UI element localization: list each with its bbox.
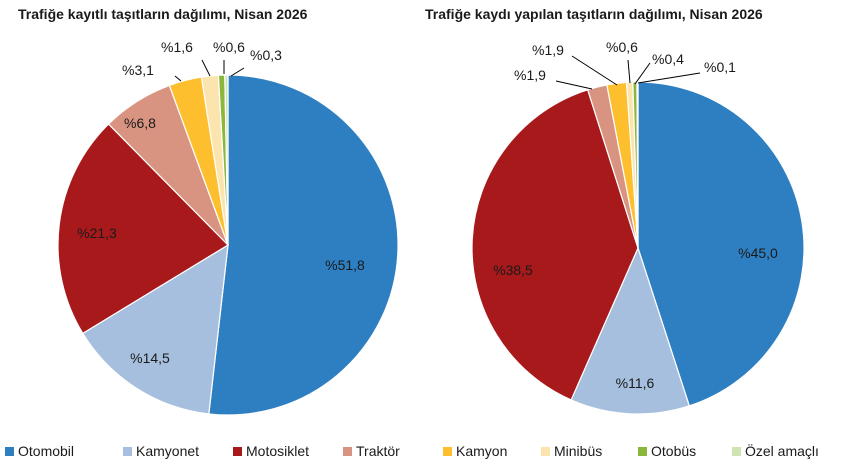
data-label: %21,3 [77,225,117,241]
legend-label: Motosiklet [246,443,310,459]
data-label: %3,1 [122,62,154,78]
legend-swatch [732,446,741,456]
leader-line [555,80,593,90]
left-pie: %51,8 %14,5 %21,3 %6,8 %3,1 %1,6 %0,6 %0,3 [57,39,399,416]
leader-line [634,62,651,85]
legend-item: Otomobil [5,443,74,459]
pie-slice-kamyonet [81,243,229,415]
legend-item: Traktör [343,443,400,459]
right-pie: %45,0 %11,6 %38,5 %1,9 %1,9 %0,6 %0,4 %0,1 [471,39,805,415]
left-chart-title: Trafiğe kayıtlı taşıtların dağılımı, Nis… [18,6,308,22]
data-label: %0,4 [652,51,684,67]
pie-slice-motosiklet [471,89,639,401]
pie-slice-kamyonet [570,246,691,415]
legend-label: Kamyon [456,443,508,459]
data-label: %51,8 [325,257,365,273]
data-label: %0,1 [704,59,736,75]
data-label: %14,5 [130,350,170,366]
legend-label: Minibüs [554,443,603,459]
pie-charts: %51,8 %14,5 %21,3 %6,8 %3,1 %1,6 %0,6 %0,3 %45,0… [57,39,805,416]
legend-swatch [123,446,132,456]
data-label: %1,9 [514,67,546,83]
legend-item: Motosiklet [233,443,309,459]
legend-swatch [343,446,352,456]
leader-line [571,55,618,86]
legend-swatch [638,446,647,456]
data-label: %1,9 [532,42,564,58]
leader-line [201,59,211,77]
leader-line [637,72,701,84]
pie-slice-otomobil [637,81,805,407]
legend-label: Özel amaçlı [745,443,819,459]
legend-label: Kamyonet [136,443,200,459]
pie-slice--zel-ama-l- [224,74,229,246]
leader-line [627,59,631,84]
legend-label: Otomobil [18,443,75,459]
legend-swatch [541,446,550,456]
data-label: %0,6 [606,39,638,55]
leader-line [230,67,245,77]
legend-label: Traktör [356,443,400,459]
chart-legend: Otomobil Kamyonet Motosiklet Traktör Kamyon M… [5,443,850,463]
legend-label: Otobüs [651,443,697,459]
data-label: %0,6 [213,39,245,55]
legend-item: Kamyonet [123,443,199,459]
data-label: %1,6 [161,39,193,55]
leader-line [174,75,182,82]
data-label: %45,0 [738,245,778,261]
data-label: %0,3 [250,47,282,63]
legend-item: Kamyon [443,443,507,459]
legend-swatch [233,446,242,456]
data-label: %11,6 [616,375,655,391]
pie-slice-motosiklet [57,123,229,335]
legend-swatch [443,446,452,456]
legend-item: Otobüs [638,443,696,459]
data-label: %38,5 [493,262,533,278]
legend-item: Özel amaçlı [732,443,819,459]
legend-item: Minibüs [541,443,602,459]
pie-slice-otomobil [208,74,399,416]
data-label: %6,8 [124,115,156,131]
legend-swatch [5,446,14,456]
right-chart-title: Trafiğe kaydı yapılan taşıtların dağılım… [425,6,763,22]
